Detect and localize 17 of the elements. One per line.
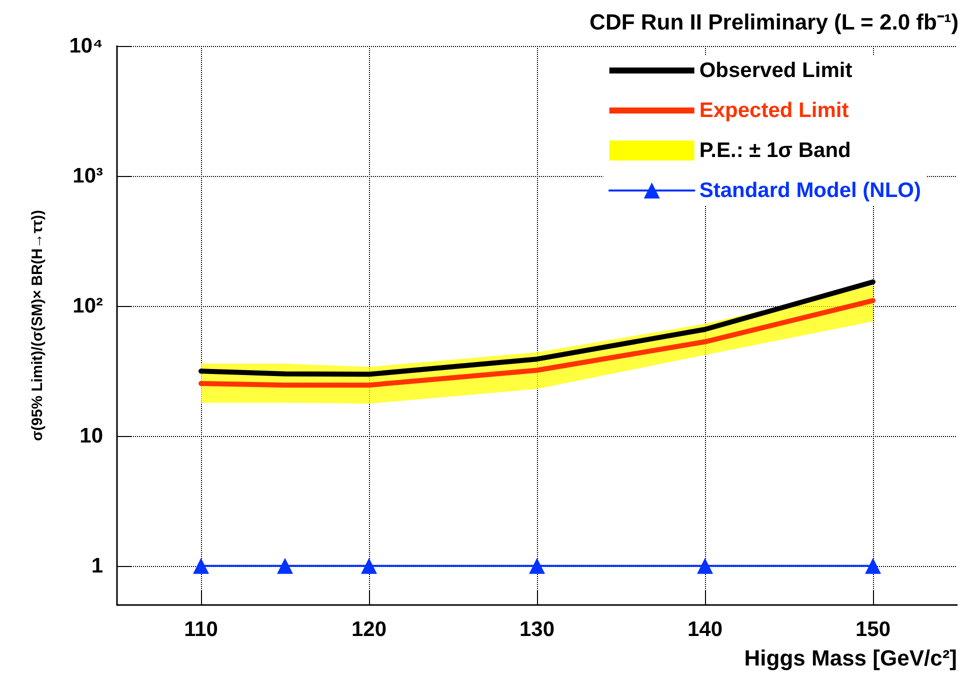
x-tick-label: 140: [687, 618, 723, 641]
chart-title: CDF Run II Preliminary (L = 2.0 fb⁻¹): [590, 10, 959, 34]
x-tick-label: 130: [519, 618, 555, 641]
legend-label: Standard Model (NLO): [699, 179, 922, 202]
y-tick-label: 10: [80, 424, 103, 448]
y-tick-label: 1: [91, 554, 104, 578]
legend-label: P.E.: ± 1σ Band: [699, 139, 851, 162]
legend-label: Observed Limit: [699, 59, 852, 82]
y-tick-label: 10³: [72, 164, 103, 188]
x-tick-label: 150: [855, 618, 891, 641]
y-axis-title: σ(95% Limit)/(σ(SM)× BR(H→ττ)): [29, 210, 46, 441]
x-tick-label: 120: [351, 618, 387, 641]
x-tick-label: 110: [184, 618, 218, 641]
y-tick-label: 10⁴: [69, 34, 103, 58]
y-tick-label: 10²: [72, 294, 103, 318]
legend-label: Expected Limit: [699, 99, 849, 122]
x-axis-title: Higgs Mass [GeV/c²]: [744, 646, 957, 670]
